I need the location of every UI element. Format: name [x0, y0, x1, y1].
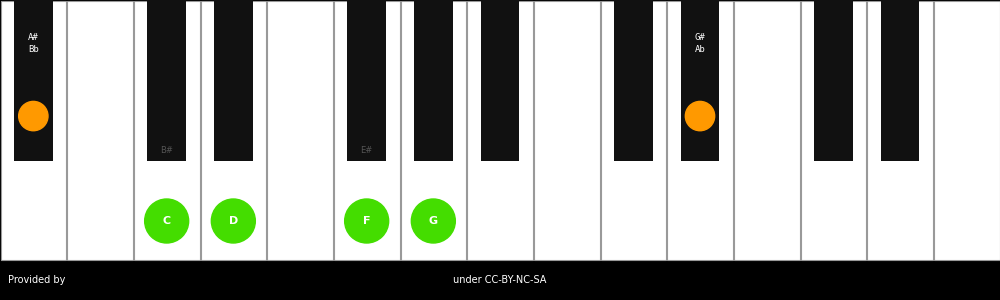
Bar: [800, 1, 866, 260]
Circle shape: [411, 199, 455, 243]
Text: under CC-BY-NC-SA: under CC-BY-NC-SA: [453, 275, 547, 285]
Bar: [267, 1, 333, 260]
Bar: [14, 0, 53, 161]
Bar: [414, 0, 453, 161]
Bar: [881, 0, 919, 161]
Text: D: D: [229, 216, 238, 226]
Bar: [67, 1, 133, 260]
Bar: [681, 0, 719, 161]
Bar: [347, 0, 386, 161]
Text: Ab: Ab: [695, 45, 705, 54]
Text: F: F: [363, 216, 370, 226]
Circle shape: [19, 101, 48, 131]
Bar: [667, 1, 733, 260]
Circle shape: [145, 199, 189, 243]
Text: G#: G#: [695, 33, 705, 42]
Bar: [600, 1, 666, 260]
Text: B#: B#: [160, 146, 173, 155]
Bar: [200, 1, 266, 260]
Bar: [0, 260, 1000, 300]
Bar: [814, 0, 853, 161]
Bar: [400, 1, 466, 260]
Text: G: G: [429, 216, 438, 226]
Circle shape: [345, 199, 389, 243]
Bar: [467, 1, 533, 260]
Circle shape: [211, 199, 255, 243]
Bar: [534, 1, 600, 260]
Bar: [934, 1, 1000, 260]
Bar: [734, 1, 800, 260]
Bar: [867, 1, 933, 260]
Bar: [134, 1, 200, 260]
Text: Provided by: Provided by: [8, 275, 65, 285]
Bar: [214, 0, 253, 161]
Bar: [0, 0, 1000, 260]
Text: A#: A#: [28, 33, 39, 42]
Text: C: C: [163, 216, 171, 226]
Circle shape: [685, 101, 715, 131]
Text: E#: E#: [361, 146, 373, 155]
Bar: [614, 0, 653, 161]
Bar: [334, 1, 400, 260]
Text: Bb: Bb: [28, 45, 39, 54]
Bar: [481, 0, 519, 161]
Bar: [0, 1, 66, 260]
Bar: [147, 0, 186, 161]
